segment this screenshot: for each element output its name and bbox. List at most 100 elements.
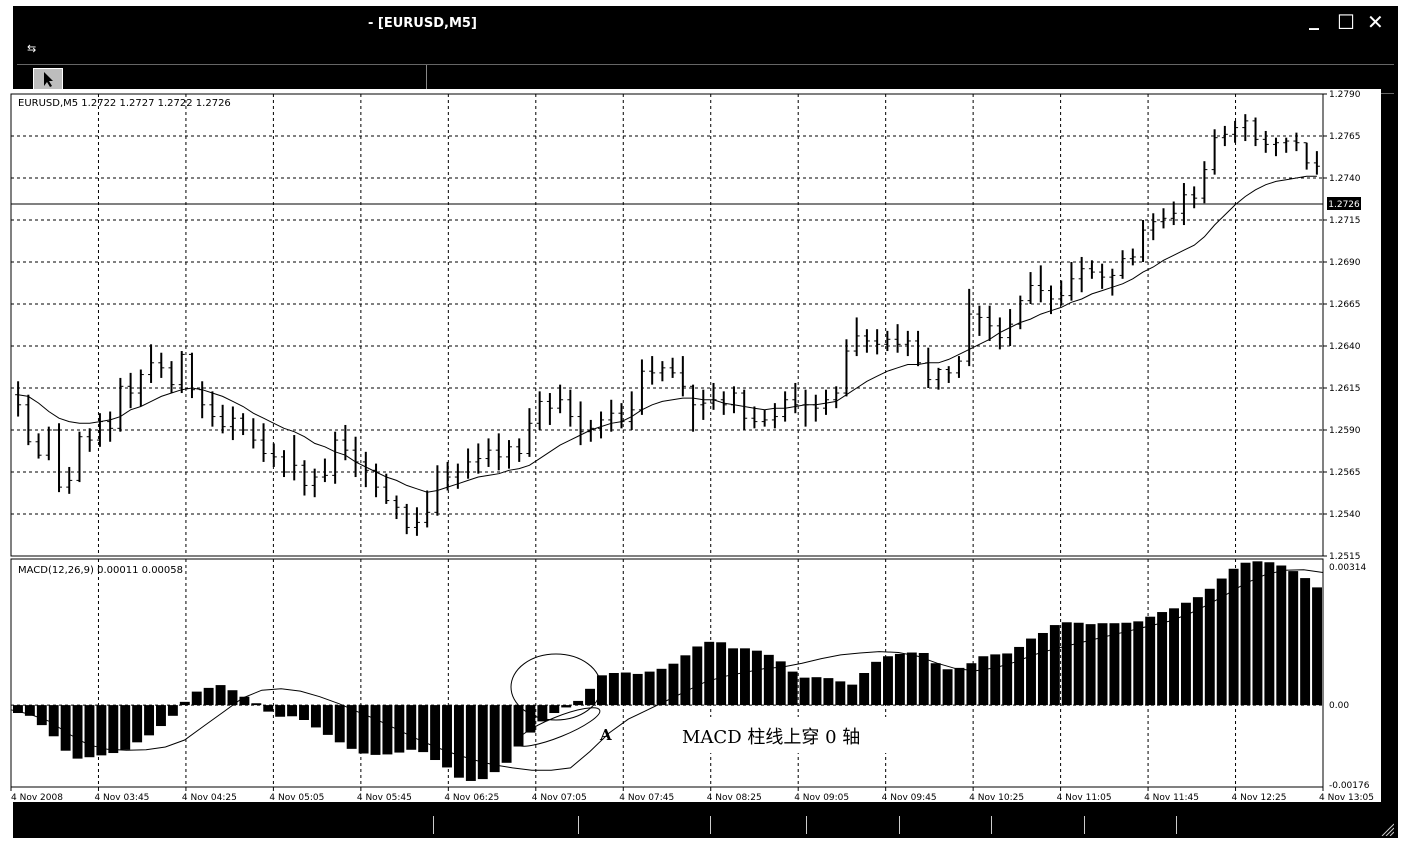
ohlc-bar	[1252, 117, 1259, 147]
macd-histogram-bar	[239, 696, 250, 706]
chart-window-icon[interactable]: ⇆	[27, 42, 37, 55]
ohlc-bar	[127, 372, 134, 409]
ohlc-bar	[976, 305, 983, 336]
ohlc-bar	[690, 384, 697, 432]
macd-histogram-bar	[322, 705, 333, 735]
time-tick-label: 4 Nov 03:45	[94, 793, 149, 802]
macd-histogram-bar	[906, 652, 917, 706]
cursor-tool-button[interactable]	[33, 68, 63, 91]
macd-histogram-bar	[1216, 578, 1227, 706]
time-tick-label: 4 Nov 11:45	[1144, 793, 1199, 802]
macd-tick-label: 0.00	[1329, 701, 1349, 711]
ohlc-bar	[843, 339, 850, 397]
macd-histogram-bar	[1300, 578, 1311, 706]
macd-histogram-bar	[1121, 622, 1132, 706]
ohlc-bar	[1150, 213, 1157, 241]
macd-histogram-bar	[334, 705, 345, 743]
macd-histogram-bar	[513, 705, 524, 747]
macd-histogram-bar	[215, 685, 226, 706]
ohlc-bar	[966, 288, 973, 367]
ohlc-bar	[403, 503, 410, 535]
ohlc-bar	[915, 330, 922, 367]
macd-histogram-bar	[835, 681, 846, 706]
maximize-icon[interactable]: ☐	[1337, 10, 1355, 34]
minimize-icon[interactable]: _	[1309, 6, 1319, 30]
status-separator	[806, 816, 807, 834]
macd-histogram-bar	[799, 677, 810, 706]
ohlc-bar	[158, 352, 165, 378]
macd-histogram-bar	[1252, 561, 1263, 706]
macd-histogram-bar	[1192, 597, 1203, 706]
macd-histogram-bar	[251, 703, 262, 706]
ohlc-bar	[45, 426, 52, 461]
price-tick-label: 1.2565	[1329, 468, 1361, 478]
macd-histogram-bar	[394, 705, 405, 753]
macd-histogram-bar	[871, 661, 882, 706]
ohlc-bar	[1068, 262, 1075, 301]
ohlc-bar	[863, 329, 870, 353]
macd-histogram-bar	[728, 648, 739, 706]
macd-histogram-bar	[1169, 608, 1179, 706]
time-tick-label: 4 Nov 07:45	[619, 793, 674, 802]
ohlc-bar	[1099, 263, 1106, 289]
ohlc-bar	[270, 443, 277, 467]
macd-histogram-bar	[418, 705, 429, 753]
macd-histogram-bar	[823, 678, 834, 706]
price-tick-label: 1.2665	[1329, 300, 1361, 310]
ohlc-bar	[516, 438, 523, 462]
cursor-arrow-icon	[44, 72, 53, 87]
ohlc-bar	[1129, 248, 1136, 266]
macd-histogram-bar	[787, 671, 798, 706]
time-tick-label: 4 Nov 11:05	[1057, 793, 1112, 802]
macd-histogram-bar	[156, 705, 166, 727]
ohlc-bar	[1293, 132, 1300, 152]
macd-histogram-bar	[1204, 588, 1215, 706]
ohlc-bar	[1191, 186, 1198, 209]
macd-histogram-bar	[48, 705, 59, 737]
macd-histogram-bar	[72, 705, 83, 759]
ohlc-bar	[1058, 280, 1065, 306]
macd-panel-label: MACD(12,26,9) 0.00011 0.00058	[18, 565, 183, 576]
macd-histogram-bar	[549, 705, 560, 714]
ohlc-bar	[771, 403, 778, 429]
ohlc-bar	[1078, 256, 1085, 293]
status-separator	[1176, 816, 1177, 834]
macd-histogram-bar	[847, 684, 858, 706]
macd-histogram-bar	[1264, 562, 1275, 706]
ohlc-bar	[741, 389, 748, 430]
time-tick-label: 4 Nov 12:25	[1232, 793, 1287, 802]
macd-histogram-bar	[501, 705, 512, 763]
macd-histogram-bar	[1133, 621, 1144, 706]
resize-grip-icon[interactable]	[1380, 822, 1394, 836]
macd-histogram-bar	[883, 656, 893, 706]
crossover-highlight	[510, 653, 602, 747]
macd-histogram-bar	[1276, 565, 1287, 706]
ohlc-bar	[710, 382, 717, 410]
ohlc-bar	[148, 344, 155, 383]
ohlc-bar	[986, 305, 993, 341]
macd-histogram-bar	[120, 705, 131, 750]
close-icon[interactable]: ✕	[1367, 10, 1384, 34]
macd-histogram-bar	[191, 691, 202, 706]
price-tick-label: 1.2740	[1329, 174, 1361, 184]
chart-area[interactable]: 1.2726 EURUSD,M5 1.2722 1.2727 1.2722 1.…	[8, 89, 1381, 803]
ohlc-bar	[424, 490, 431, 528]
annotation-marker: A	[600, 726, 612, 744]
macd-histogram-bar	[751, 650, 762, 706]
macd-histogram-bar	[990, 654, 1001, 706]
macd-histogram-bar	[608, 673, 619, 706]
macd-histogram-bar	[811, 677, 822, 706]
macd-histogram-bar	[1002, 653, 1013, 706]
macd-histogram-bar	[179, 701, 190, 706]
ohlc-bar	[35, 433, 42, 459]
ohlc-bar	[505, 440, 512, 469]
ohlc-bar	[383, 473, 390, 504]
macd-histogram-bar	[596, 675, 607, 706]
ohlc-bar	[1232, 120, 1239, 143]
chart-svg[interactable]: 1.2726 EURUSD,M5 1.2722 1.2727 1.2722 1.…	[8, 89, 1381, 803]
title-bar[interactable]: - [EURUSD,M5] _ ☐ ✕	[13, 6, 1398, 40]
price-panel-label: EURUSD,M5 1.2722 1.2727 1.2722 1.2726	[18, 98, 231, 109]
ohlc-bar	[638, 359, 645, 415]
macd-histogram-bar	[96, 705, 107, 756]
ohlc-bar	[199, 381, 206, 419]
